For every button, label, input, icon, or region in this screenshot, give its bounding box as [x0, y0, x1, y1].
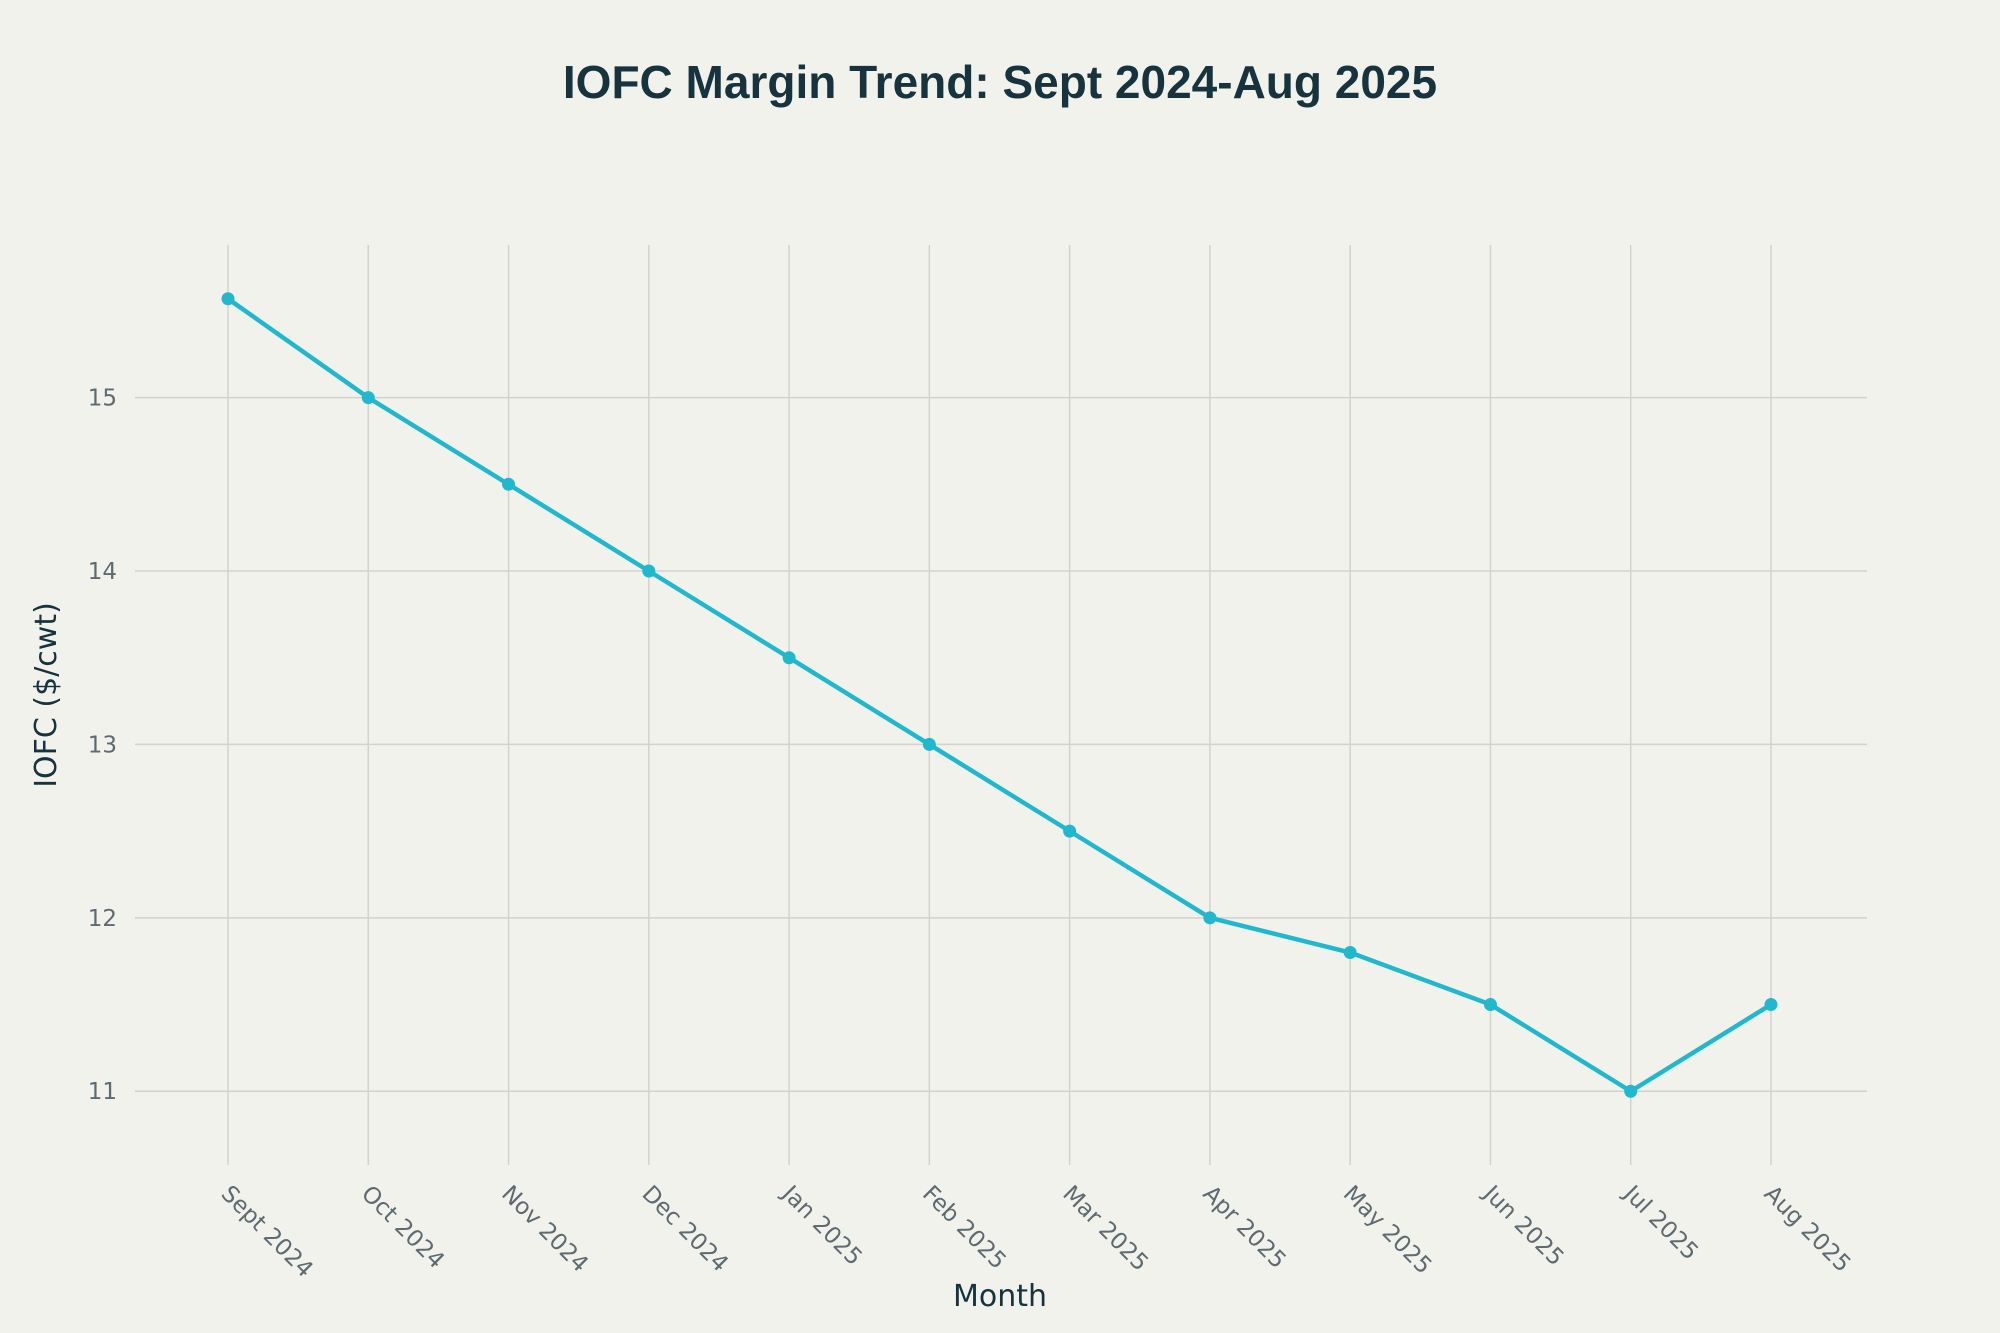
data-point[interactable]: [1764, 998, 1778, 1012]
x-tick-label: Oct 2024: [356, 1181, 449, 1274]
data-point[interactable]: [642, 564, 656, 578]
y-axis-ticks: 11 12 13 14 15: [88, 386, 117, 1106]
data-point[interactable]: [361, 391, 375, 405]
x-tick-label: Jun 2025: [1477, 1179, 1569, 1271]
data-point[interactable]: [502, 477, 516, 491]
series-line: [226, 296, 1773, 1094]
x-tick-label: Apr 2025: [1198, 1181, 1291, 1274]
series-group: [221, 292, 1778, 1098]
x-tick-label: Feb 2025: [917, 1181, 1011, 1275]
y-tick-label: 14: [88, 559, 117, 585]
x-tick-label: Nov 2024: [496, 1181, 593, 1278]
x-tick-label: Jan 2025: [775, 1179, 866, 1270]
data-point[interactable]: [1063, 824, 1077, 838]
y-tick-label: 12: [88, 906, 117, 932]
data-point[interactable]: [1343, 946, 1357, 960]
x-tick-label: Sept 2024: [216, 1181, 318, 1283]
x-tick-label: Jul 2025: [1617, 1179, 1703, 1265]
data-point[interactable]: [221, 292, 235, 306]
data-point[interactable]: [782, 651, 796, 665]
y-tick-label: 11: [88, 1079, 117, 1105]
y-axis-title: IOFC ($/cwt): [29, 602, 64, 788]
x-tick-label: May 2025: [1338, 1181, 1437, 1280]
x-tick-label: Mar 2025: [1057, 1181, 1153, 1277]
data-point[interactable]: [1203, 911, 1217, 925]
data-point[interactable]: [922, 737, 936, 751]
y-tick-label: 15: [88, 386, 117, 412]
x-axis-ticks: Sept 2024 Oct 2024 Nov 2024 Dec 2024 Jan 202…: [216, 1179, 1856, 1282]
y-tick-label: 13: [88, 732, 117, 758]
x-axis-title: Month: [953, 1279, 1047, 1314]
chart-title: IOFC Margin Trend: Sept 2024-Aug 2025: [563, 56, 1437, 108]
data-point[interactable]: [1483, 998, 1497, 1012]
y-gridlines: [135, 396, 1867, 1092]
data-point[interactable]: [1624, 1084, 1638, 1098]
x-tick-label: Dec 2024: [637, 1181, 733, 1277]
x-tick-label: Aug 2025: [1759, 1181, 1856, 1278]
x-gridlines: [227, 245, 1772, 1165]
